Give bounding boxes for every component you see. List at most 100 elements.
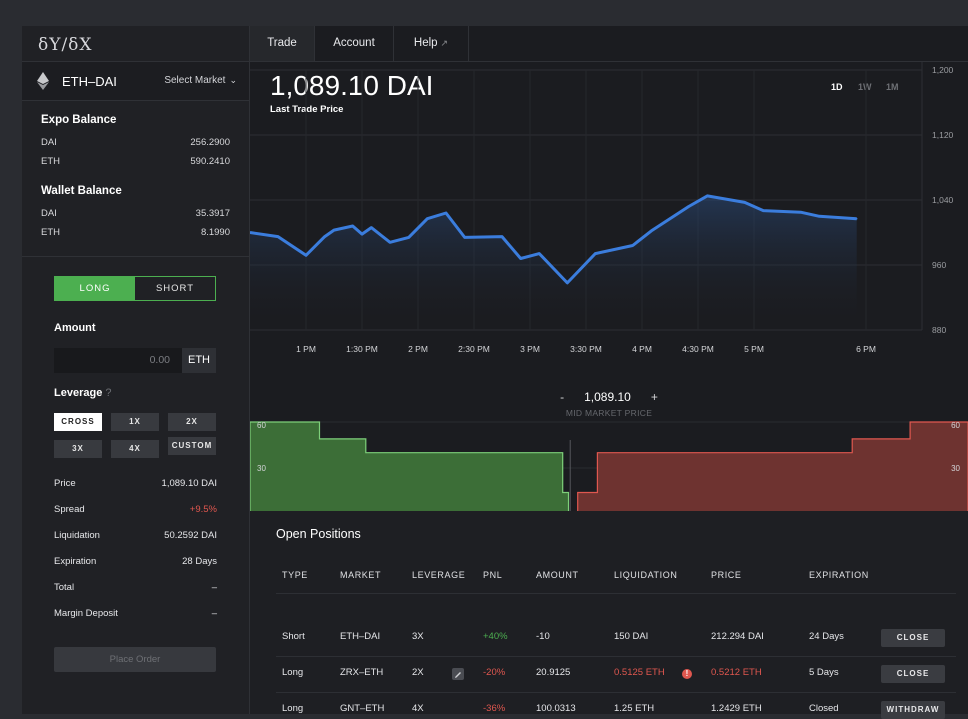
range-1w-button[interactable]: 1W [858,82,872,92]
cell-pnl: -36% [483,703,506,714]
x-tick-label: 2:30 PM [458,344,490,354]
y-tick-label: 1,200 [932,65,954,75]
info-row-price: Price 1,089.10 DAI [54,478,217,489]
price-point [799,211,802,213]
asset-value: 35.3917 [195,208,230,219]
mid-market-price: 1,089.10 [584,390,631,404]
y-tick-label: 1,040 [932,195,954,205]
short-button[interactable]: SHORT [135,277,215,300]
cell-market: ZRX–ETH [340,667,384,678]
leverage-3x-button[interactable]: 3X [54,440,102,458]
price-point [631,244,634,247]
place-order-button[interactable]: Place Order [54,647,216,672]
leverage-custom-button[interactable]: CUSTOM [168,437,216,455]
price-point [463,236,466,239]
amount-input[interactable]: 0.00 [54,348,182,373]
depth-y-tick-label-right: 60 [951,421,960,430]
cell-liquidation: 1.25 ETH [614,703,655,714]
edit-icon[interactable] [452,668,464,680]
x-tick-label: 1:30 PM [346,344,378,354]
x-tick-label: 6 PM [856,344,876,354]
price-point [687,205,690,208]
long-short-toggle: LONG SHORT [54,276,216,301]
divider [468,26,469,61]
info-label: Liquidation [54,530,100,541]
info-value: 28 Days [182,556,217,567]
leverage-2x-button[interactable]: 2X [168,413,216,431]
asset-label: DAI [41,137,57,148]
range-1d-button[interactable]: 1D [831,82,843,92]
tab-trade[interactable]: Trade [250,26,314,61]
ethereum-icon [37,72,49,90]
y-tick-label: 880 [932,325,946,335]
warning-icon: ! [682,669,692,679]
mid-market-label: MID MARKET PRICE [565,408,653,418]
divider [314,26,315,61]
decrease-price-button[interactable]: - [560,390,565,404]
external-link-icon: ↗ [440,38,449,48]
divider [276,593,956,594]
increase-price-button[interactable]: + [650,390,658,404]
column-header-market: MARKET [340,570,382,580]
asset-value: 256.2900 [190,137,230,148]
cell-expiration: Closed [809,703,839,714]
x-tick-label: 1 PM [296,344,316,354]
cell-price: 1.2429 ETH [711,703,762,714]
close-position-button[interactable]: CLOSE [881,665,945,683]
wallet-balance-row: DAI 35.3917 [41,208,230,219]
withdraw-button[interactable]: WITHDRAW [881,701,945,719]
price-line-chart: 1,200 1,120 1,040 960 880 1 PM 1:30 PM 2 PM 2:30… [250,62,954,354]
price-point [426,217,429,220]
mid-market-price-row: - 1,089.10 + [250,390,968,404]
range-1m-button[interactable]: 1M [886,82,899,92]
asset-label: DAI [41,208,57,219]
leverage-label: Leverage? [54,387,111,399]
leverage-cross-button[interactable]: CROSS [54,413,102,431]
price-point [519,257,522,260]
cell-pnl: +40% [483,631,508,642]
price-area-fill [250,195,857,330]
select-market-button[interactable]: Select Market ⌄ [164,75,237,86]
cell-leverage: 2X [412,667,424,678]
leverage-label-text: Leverage [54,387,103,399]
info-label: Spread [54,504,85,515]
price-point [566,282,569,284]
tab-account[interactable]: Account [333,37,375,49]
price-point [762,209,765,212]
divider [22,256,249,257]
long-button[interactable]: LONG [55,277,135,300]
cell-price: 0.5212 ETH [711,667,762,678]
chart-area: 1,089.10 DAI Last Trade Price 1D 1W 1M 1… [250,62,968,529]
divider [276,656,956,657]
leverage-4x-button[interactable]: 4X [111,440,159,458]
market-name: ETH–DAI [62,74,117,89]
app-window: δY/δX ETH–DAI Select Market ⌄ Expo Balanc… [22,26,968,719]
cell-amount: 100.0313 [536,703,576,714]
tab-help[interactable]: Help ↗ [394,26,468,61]
expo-balance-row: ETH 590.2410 [41,156,230,167]
info-value: – [211,582,217,593]
cell-price: 212.294 DAI [711,631,764,642]
asset-value: 8.1990 [200,227,230,238]
leverage-1x-button[interactable]: 1X [111,413,159,431]
price-point [370,226,373,229]
x-tick-label: 2 PM [408,344,428,354]
market-selector[interactable]: ETH–DAI Select Market ⌄ [22,62,249,101]
open-positions-panel: Open Positions TYPE MARKET LEVERAGE PNL … [250,511,968,719]
price-point [538,252,541,255]
close-position-button[interactable]: CLOSE [881,629,945,647]
column-header-type: TYPE [282,570,308,580]
column-header-liquidation: LIQUIDATION [614,570,678,580]
x-tick-label: 4 PM [632,344,652,354]
x-tick-label: 3:30 PM [570,344,602,354]
cell-type: Short [282,631,305,642]
price-point [706,195,709,197]
last-trade-price: 1,089.10 DAI [270,70,434,101]
chevron-down-icon: ⌄ [229,75,237,85]
column-header-price: PRICE [711,570,742,580]
info-value: 1,089.10 DAI [161,478,217,489]
cell-pnl: -20% [483,667,506,678]
info-label: Expiration [54,556,97,567]
help-icon[interactable]: ? [105,387,112,399]
divider [276,692,956,693]
